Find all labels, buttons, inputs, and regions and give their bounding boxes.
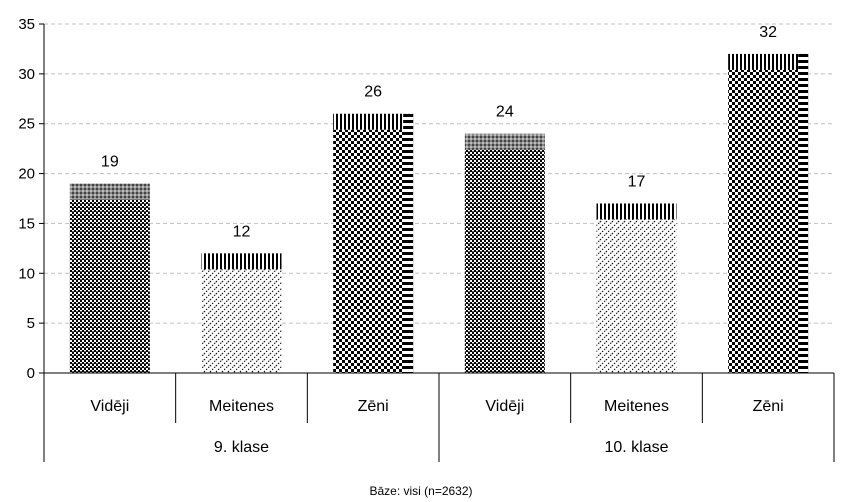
y-tick-label: 20	[18, 166, 35, 183]
bar	[69, 183, 150, 373]
bar-body	[596, 219, 677, 373]
bar-edge	[798, 53, 809, 374]
bar	[333, 113, 414, 373]
data-labels: 19 12 26 24 17 32	[101, 24, 777, 240]
bar-cap	[333, 113, 414, 130]
data-label: 32	[759, 24, 777, 41]
bar-cap	[728, 53, 809, 70]
y-tick-label: 15	[18, 215, 35, 232]
group-label: 10. klase	[604, 439, 668, 456]
bar	[728, 53, 809, 374]
bar	[596, 203, 677, 373]
y-tick-label: 30	[18, 66, 35, 83]
data-label: 26	[364, 84, 382, 101]
y-tick-label: 35	[18, 16, 35, 33]
bar-cap	[69, 183, 150, 200]
base-note: Bāze: visi (n=2632)	[369, 484, 473, 498]
bar-edge	[403, 113, 414, 373]
category-label: Zēni	[358, 398, 389, 415]
group-label: 9. klase	[214, 439, 269, 456]
bar	[201, 253, 282, 373]
data-label: 17	[628, 173, 646, 190]
y-tick-label: 25	[18, 116, 35, 133]
bar	[464, 133, 545, 373]
category-label: Vidēji	[485, 398, 524, 415]
bar-body	[464, 149, 545, 373]
data-label: 12	[233, 223, 251, 240]
bar-body	[333, 129, 414, 373]
y-tick-label: 0	[27, 365, 35, 382]
y-tick-label: 5	[27, 315, 35, 332]
category-label: Vidēji	[90, 398, 129, 415]
bars	[69, 53, 809, 374]
category-label: Zēni	[753, 398, 784, 415]
bar-cap	[596, 203, 677, 220]
bar-body	[69, 199, 150, 373]
bar-body	[201, 269, 282, 373]
y-axis: 0 5 10 15 20 25 30 35	[18, 16, 45, 382]
bar-cap	[201, 253, 282, 270]
bar-cap	[464, 133, 545, 150]
category-label: Meitenes	[604, 398, 669, 415]
y-tick-label: 10	[18, 265, 35, 282]
x-axis: Vidēji Meitenes Zēni Vidēji Meitenes Zēni 9. k…	[43, 372, 835, 462]
data-label: 24	[496, 104, 514, 121]
gridlines	[44, 23, 834, 324]
category-label: Meitenes	[209, 398, 274, 415]
data-label: 19	[101, 154, 119, 171]
bar-body	[728, 69, 809, 374]
